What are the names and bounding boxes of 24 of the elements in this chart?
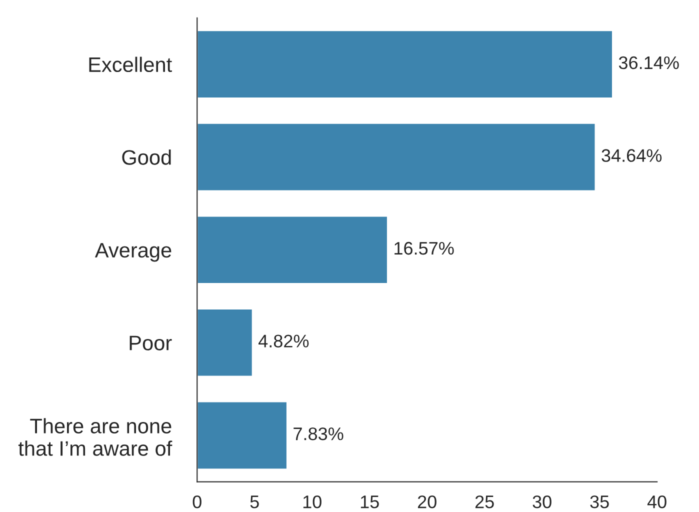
data-label: 36.14% (618, 56, 679, 70)
bar (197, 122, 596, 192)
y-tick-label: There are none that I’m aware of (18, 418, 172, 456)
x-tick-label: 25 (475, 495, 494, 508)
x-tick-label: 0 (192, 495, 202, 508)
x-tick-label: 30 (532, 495, 552, 508)
data-label: 34.64% (602, 149, 662, 162)
data-label: 7.83% (294, 427, 344, 440)
bar (197, 308, 254, 378)
y-tick-label: Excellent (89, 56, 172, 72)
y-tick-label: Poor (130, 336, 172, 350)
bar (197, 30, 614, 99)
x-tick-label: 40 (647, 495, 666, 508)
y-tick-label: Good (122, 150, 171, 165)
data-label: 16.57% (394, 242, 454, 255)
y-tick-label: Average (94, 243, 172, 262)
x-tick-label: 35 (590, 495, 609, 508)
x-tick-label: 20 (418, 495, 436, 508)
bar (197, 215, 388, 284)
data-label: 4.82% (258, 334, 309, 348)
x-tick-label: 10 (303, 495, 322, 508)
bar (197, 400, 288, 470)
x-tick-label: 5 (250, 496, 259, 508)
x-tick-label: 15 (360, 496, 379, 508)
